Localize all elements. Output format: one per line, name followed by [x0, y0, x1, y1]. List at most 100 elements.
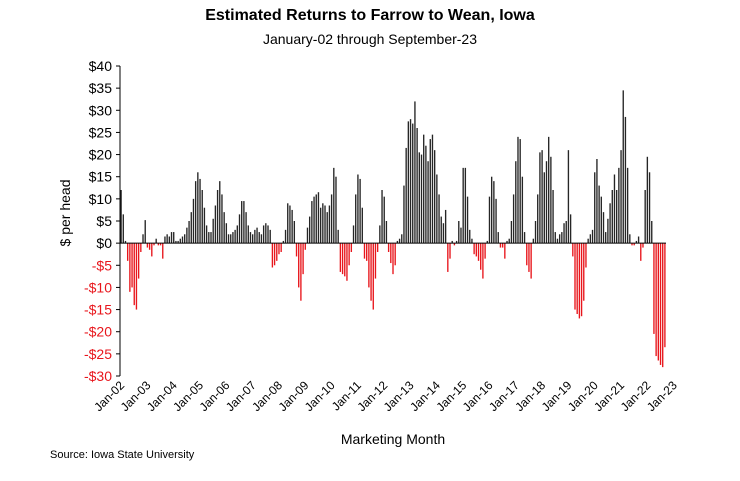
- bar-91: [319, 207, 322, 244]
- bar-145: [438, 194, 440, 244]
- bar-26: [177, 240, 179, 244]
- bar-227: [618, 167, 620, 244]
- bar-243: [653, 243, 655, 334]
- x-tick-labels: Jan-02Jan-03Jan-04Jan-05Jan-06Jan-07Jan-…: [91, 378, 680, 414]
- bar-110: [361, 207, 363, 244]
- bar-20: [164, 236, 166, 244]
- y-tick-label: $35: [89, 80, 113, 96]
- bar-162: [475, 243, 478, 257]
- bar-33: [192, 198, 195, 244]
- bar-46: [221, 194, 223, 244]
- bar-152: [453, 243, 456, 246]
- bar-239: [644, 190, 646, 244]
- bar-76: [287, 203, 289, 244]
- bar-27: [179, 238, 181, 244]
- bar-80: [295, 243, 298, 257]
- bar-118: [379, 225, 381, 244]
- bar-164: [480, 243, 482, 270]
- bar-125: [394, 243, 396, 266]
- bar-82: [300, 243, 302, 301]
- bar-171: [495, 198, 497, 244]
- bar-112: [366, 243, 368, 261]
- bar-41: [210, 232, 212, 244]
- bar-193: [543, 172, 545, 244]
- bar-149: [447, 243, 449, 272]
- bar-108: [357, 174, 359, 244]
- bar-156: [462, 167, 464, 244]
- bar-25: [175, 240, 177, 244]
- bar-180: [515, 161, 517, 244]
- bar-60: [251, 234, 254, 244]
- bar-237: [640, 243, 642, 261]
- bar-49: [227, 234, 230, 244]
- bar-31: [188, 221, 190, 244]
- bar-163: [477, 243, 480, 261]
- bar-179: [512, 194, 515, 244]
- bar-226: [615, 190, 618, 244]
- bar-113: [368, 243, 370, 288]
- bar-53: [236, 225, 238, 244]
- bar-204: [567, 150, 570, 244]
- bar-235: [635, 240, 638, 244]
- bar-52: [234, 229, 236, 244]
- bar-63: [258, 232, 260, 244]
- bar-189: [534, 221, 537, 244]
- bar-170: [493, 181, 495, 244]
- y-tick-labels: $40 $35 $30 $25 $20 $15 $10 $5 $0 -$5 -$10 -$15 -$20…: [84, 58, 120, 384]
- bar-207: [574, 243, 576, 310]
- bar-99: [337, 229, 339, 244]
- bar-198: [554, 232, 556, 244]
- bar-62: [256, 227, 258, 244]
- y-tick-label: -$10: [84, 279, 112, 295]
- chart-title: Estimated Returns to Farrow to Wean, Iow…: [205, 7, 535, 24]
- bar-117: [376, 243, 379, 252]
- bar-17: [157, 243, 160, 246]
- bar-120: [383, 196, 385, 244]
- bar-68: [269, 229, 271, 244]
- bar-66: [265, 223, 267, 244]
- bar-14: [151, 243, 153, 257]
- bar-202: [563, 223, 565, 244]
- bar-143: [433, 150, 436, 244]
- bar-6: [133, 243, 135, 306]
- bar-116: [374, 243, 377, 279]
- bar-32: [190, 212, 192, 244]
- bar-246: [659, 243, 662, 365]
- bar-94: [326, 212, 328, 244]
- bar-231: [626, 167, 629, 244]
- bar-39: [205, 225, 208, 244]
- bar-3: [126, 243, 129, 261]
- bar-134: [414, 101, 416, 244]
- bar-245: [657, 243, 660, 361]
- bar-146: [440, 216, 442, 244]
- bar-139: [425, 145, 427, 244]
- bar-38: [203, 207, 206, 244]
- bar-90: [317, 192, 320, 244]
- bar-228: [620, 150, 622, 244]
- bar-88: [313, 196, 315, 244]
- bar-65: [262, 225, 265, 244]
- bar-127: [398, 238, 401, 244]
- bar-233: [631, 243, 633, 246]
- bar-59: [249, 232, 252, 244]
- y-tick-label: -$20: [84, 324, 112, 340]
- y-tick-label: -$30: [84, 368, 112, 384]
- bar-102: [344, 243, 346, 277]
- bar-158: [466, 196, 469, 244]
- bar-89: [315, 194, 317, 244]
- bar-86: [308, 216, 311, 244]
- bar-111: [363, 243, 366, 259]
- bar-184: [523, 232, 526, 244]
- bar-234: [633, 243, 635, 246]
- bar-167: [486, 240, 488, 244]
- bar-16: [155, 238, 157, 244]
- bar-178: [510, 221, 513, 244]
- bar-140: [427, 161, 429, 244]
- bar-51: [232, 232, 234, 244]
- bar-13: [148, 243, 151, 250]
- bar-240: [646, 156, 649, 244]
- bar-1: [122, 214, 124, 244]
- bar-79: [293, 221, 296, 244]
- bar-219: [600, 196, 602, 244]
- bar-160: [471, 238, 473, 244]
